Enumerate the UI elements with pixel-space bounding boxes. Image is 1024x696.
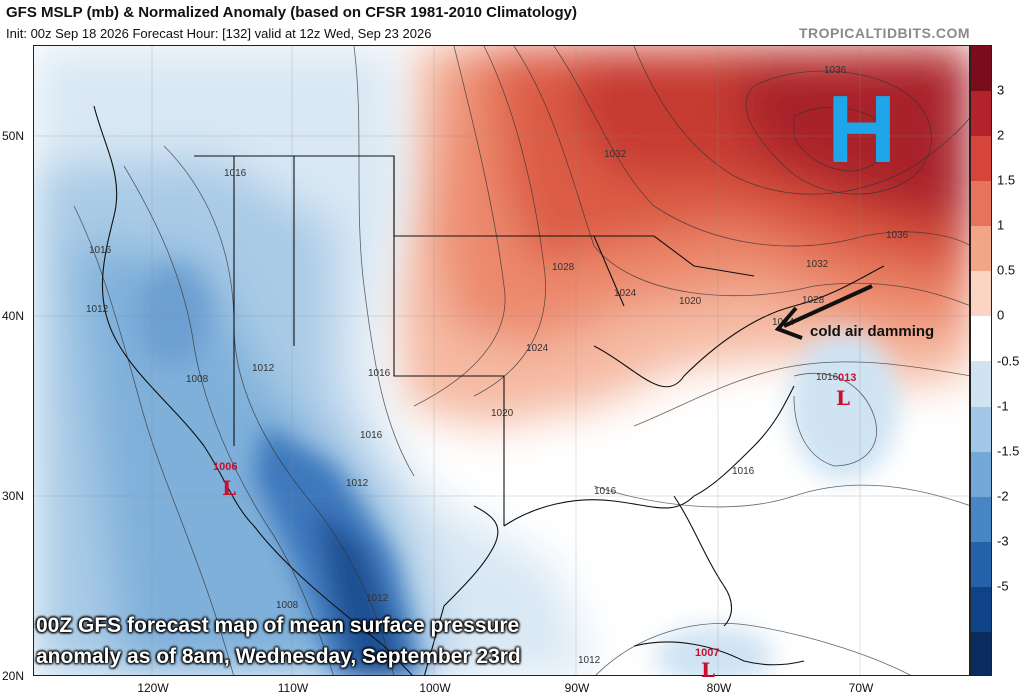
colorbar-cell [971, 451, 991, 497]
colorbar-cell [971, 46, 991, 92]
lat-label: 20N [2, 669, 25, 683]
colorbar-label: 0.5 [997, 262, 1016, 278]
isobar-label: 1016 [594, 486, 617, 497]
colorbar-cell [971, 406, 991, 452]
map-subtitle: Init: 00z Sep 18 2026 Forecast Hour: [13… [6, 26, 432, 41]
brand-watermark: TROPICALTIDBITS.COM [798, 25, 970, 41]
isobar-label: 1016 [89, 245, 112, 256]
isobar-label: 1012 [86, 304, 109, 315]
lon-label: 70W [848, 681, 874, 695]
isobar-label: 1032 [806, 259, 829, 270]
colorbar-label: -5 [997, 578, 1009, 594]
isobar-lines [73, 46, 969, 675]
lat-label: 30N [2, 489, 25, 503]
isobar-label: 1032 [604, 149, 627, 160]
colorbar-label: -1.5 [997, 443, 1020, 459]
isobar-label: 1024 [614, 288, 637, 299]
lon-label: 100W [419, 681, 451, 695]
isobar-label: 1024 [526, 343, 549, 354]
low-value-label: 013 [838, 372, 857, 384]
colorbar-label: 0 [997, 307, 1005, 323]
isobar-label: 1036 [824, 65, 847, 76]
isobar-label: 1016 [816, 372, 839, 383]
isobar-label: 1016 [360, 430, 383, 441]
colorbar-label: -2 [997, 488, 1009, 504]
colorbar-cell [971, 361, 991, 407]
isobar-label: 1016 [732, 466, 755, 477]
lon-label: 110W [277, 681, 309, 695]
caption-line-1: 00Z GFS forecast map of mean surface pre… [36, 614, 520, 637]
colorbar-cell [971, 91, 991, 137]
colorbar-label: 1.5 [997, 172, 1016, 188]
isobar-label: 1012 [252, 363, 275, 374]
graticule [34, 46, 969, 675]
colorbar-label: -3 [997, 533, 1009, 549]
colorbar-cell [971, 631, 991, 675]
low-pressure-symbol: L [222, 476, 237, 500]
colorbar-cell [971, 316, 991, 362]
colorbar-label: 2 [997, 127, 1005, 143]
isobar-label: 1008 [276, 600, 299, 611]
coastlines-and-borders [93, 105, 885, 675]
isobar-label: 1012 [578, 655, 601, 666]
isobar-label: 1036 [886, 230, 909, 241]
low-pressure-symbol: L [701, 658, 716, 682]
isobar-labels: 1016 1016 1012 1008 1012 1012 1012 1008 … [86, 65, 909, 666]
low-pressure-symbol: L [836, 386, 851, 410]
map-title: GFS MSLP (mb) & Normalized Anomaly (base… [6, 4, 577, 21]
colorbar-label: -1 [997, 398, 1009, 414]
isobar-label: 1016 [368, 368, 391, 379]
colorbar-cell [971, 226, 991, 272]
colorbar-label: 1 [997, 217, 1005, 233]
colorbar-cell [971, 136, 991, 182]
colorbar-cell [971, 496, 991, 542]
isobar-label: 1012 [346, 478, 369, 489]
colorbar-label: 3 [997, 82, 1005, 98]
map-panel: 1016 1016 1012 1008 1012 1012 1012 1008 … [33, 45, 970, 676]
isobar-label: 1028 [802, 295, 825, 306]
lon-label: 80W [706, 681, 732, 695]
colorbar-cell [971, 181, 991, 227]
high-pressure-symbol: H [827, 76, 897, 183]
lon-label: 120W [137, 681, 169, 695]
caption-line-2: anomaly as of 8am, Wednesday, September … [36, 645, 521, 668]
isobar-label: 1008 [186, 374, 209, 385]
lat-label: 40N [2, 309, 25, 323]
colorbar-cell [971, 541, 991, 587]
isobar-label: 1028 [552, 262, 575, 273]
isobar-label: 1020 [679, 296, 702, 307]
low-value-label: 1007 [695, 647, 720, 659]
anomaly-map: 1016 1016 1012 1008 1012 1012 1012 1008 … [34, 46, 969, 675]
low-value-label: 1006 [213, 461, 238, 473]
colorbar-cell [971, 271, 991, 317]
colorbar-cell [971, 586, 991, 632]
isobar-label: 1016 [224, 168, 247, 179]
lon-label: 90W [564, 681, 590, 695]
isobar-label: 1020 [491, 408, 514, 419]
colorbar-label: -0.5 [997, 353, 1020, 368]
anomaly-colorbar [970, 45, 992, 676]
cold-air-damming-label: cold air damming [810, 323, 935, 340]
cold-air-damming-arrow [774, 284, 873, 340]
isobar-label: 1012 [366, 593, 389, 604]
lat-label: 50N [2, 129, 25, 143]
